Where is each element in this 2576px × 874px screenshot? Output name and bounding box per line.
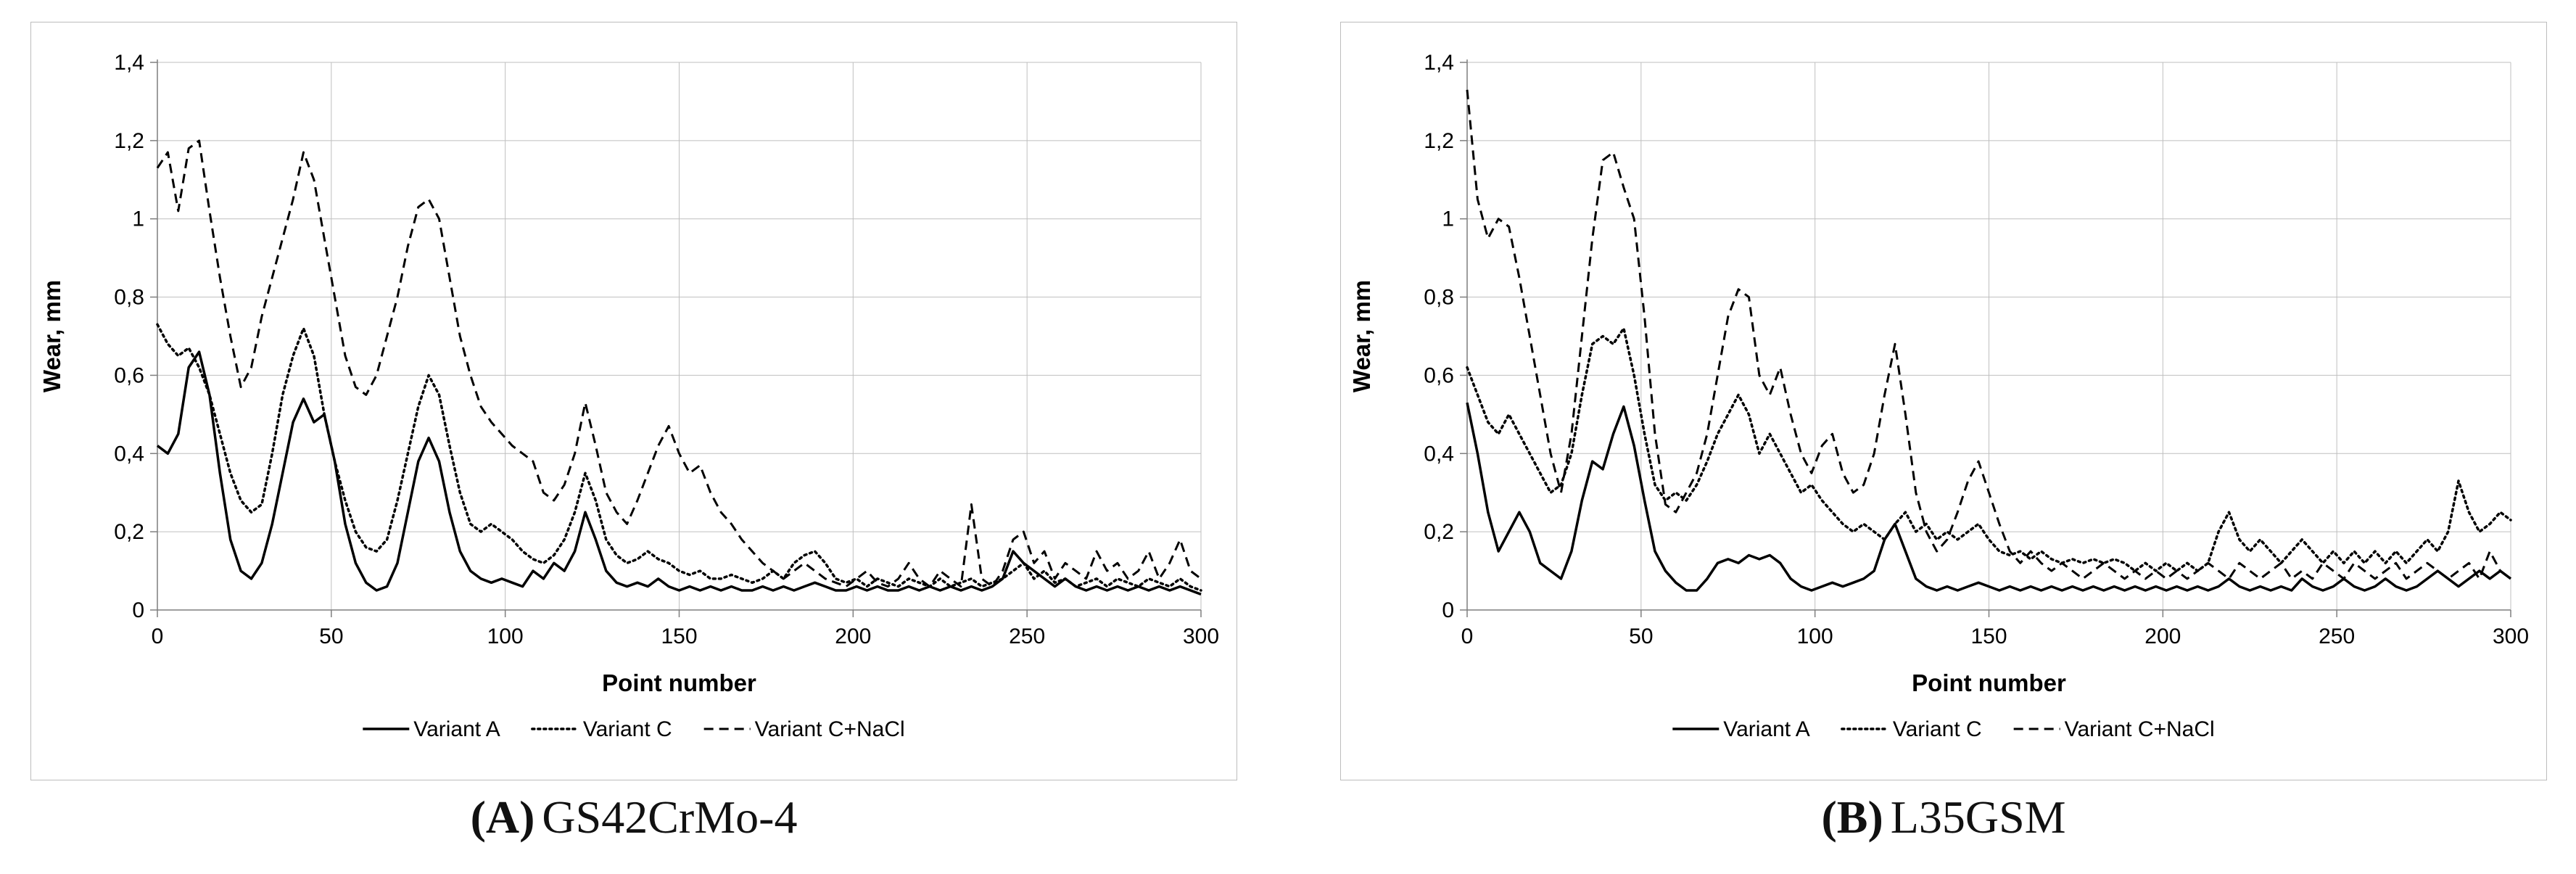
y-axis-title: Wear, mm bbox=[1348, 280, 1375, 392]
legend-label: Variant C bbox=[1893, 717, 1982, 741]
y-tick-label: 0,4 bbox=[114, 442, 144, 466]
series-lines bbox=[1466, 89, 2512, 592]
chart-panel-a: 0 50 100 150 200 250 300 0 0,2 0,4 0,6 0,8 1 1,2 1,4 Po… bbox=[30, 22, 1237, 780]
y-tick-label: 0,6 bbox=[1424, 363, 1454, 387]
series-line-variant-c bbox=[156, 323, 1202, 592]
captions-row: (A) GS42CrMo-4 (B) L35GSM bbox=[0, 791, 2576, 843]
x-tick-label: 50 bbox=[1629, 624, 1653, 648]
series-line-variant-a bbox=[156, 350, 1202, 596]
axes bbox=[150, 59, 1202, 617]
axis-tick-labels: 0 50 100 150 200 250 300 0 0,2 0,4 0,6 0,8 1 1,2 1,4 bbox=[114, 51, 1219, 648]
legend-item: Variant C+NaCl bbox=[703, 717, 905, 741]
legend: Variant A Variant C Variant C+NaCl bbox=[363, 717, 905, 741]
x-axis-title: Point number bbox=[602, 669, 756, 696]
caption-a-label: GS42CrMo-4 bbox=[542, 791, 798, 843]
y-tick-label: 1 bbox=[1442, 207, 1454, 231]
x-tick-label: 250 bbox=[1009, 624, 1045, 648]
x-tick-label: 0 bbox=[1461, 624, 1474, 648]
x-tick-label: 300 bbox=[1183, 624, 1219, 648]
y-tick-label: 0 bbox=[1442, 598, 1454, 622]
wear-chart-gs42crmo4: 0 50 100 150 200 250 300 0 0,2 0,4 0,6 0,8 1 1,2 1,4 Po… bbox=[38, 51, 1219, 741]
legend-item: Variant A bbox=[1672, 717, 1810, 741]
series-line-variant-a bbox=[1466, 402, 2512, 592]
caption-a: (A) GS42CrMo-4 bbox=[30, 791, 1237, 843]
x-tick-label: 300 bbox=[2493, 624, 2529, 648]
caption-b-marker: (B) bbox=[1821, 791, 1883, 843]
series-line-variant-c-nacl bbox=[156, 139, 1202, 588]
y-tick-label: 0,2 bbox=[1424, 520, 1454, 544]
caption-a-marker: (A) bbox=[470, 791, 535, 843]
series-line-variant-c-nacl bbox=[1466, 89, 2511, 580]
x-axis-title: Point number bbox=[1912, 669, 2066, 696]
series-line-variant-c bbox=[1466, 326, 2512, 572]
legend-label: Variant C bbox=[583, 717, 672, 741]
axis-tick-labels: 0 50 100 150 200 250 300 0 0,2 0,4 0,6 0,8 1 1,2 1,4 bbox=[1424, 51, 2529, 648]
x-tick-label: 50 bbox=[319, 624, 343, 648]
legend-label: Variant A bbox=[1723, 717, 1810, 741]
x-tick-label: 0 bbox=[152, 624, 164, 648]
legend: Variant A Variant C Variant C+NaCl bbox=[1672, 717, 2215, 741]
charts-row: 0 50 100 150 200 250 300 0 0,2 0,4 0,6 0,8 1 1,2 1,4 Po… bbox=[30, 22, 2547, 780]
figure: 0 50 100 150 200 250 300 0 0,2 0,4 0,6 0,8 1 1,2 1,4 Po… bbox=[0, 22, 2576, 843]
axes bbox=[1460, 59, 2511, 617]
y-axis-title: Wear, mm bbox=[38, 280, 65, 392]
y-tick-label: 0 bbox=[132, 598, 144, 622]
x-tick-label: 100 bbox=[487, 624, 524, 648]
legend-label: Variant C+NaCl bbox=[2065, 717, 2215, 741]
y-tick-label: 0,2 bbox=[114, 520, 144, 544]
y-tick-label: 0,6 bbox=[114, 363, 144, 387]
x-tick-label: 250 bbox=[2319, 624, 2355, 648]
caption-b: (B) L35GSM bbox=[1340, 791, 2547, 843]
x-tick-label: 150 bbox=[661, 624, 697, 648]
legend-item: Variant C bbox=[531, 717, 672, 741]
chart-panel-b: 0 50 100 150 200 250 300 0 0,2 0,4 0,6 0,8 1 1,2 1,4 Po… bbox=[1340, 22, 2547, 780]
y-tick-label: 0,8 bbox=[114, 286, 144, 310]
y-tick-label: 1,2 bbox=[1424, 129, 1454, 153]
legend-label: Variant C+NaCl bbox=[755, 717, 905, 741]
series-lines bbox=[156, 139, 1202, 596]
y-tick-label: 1,4 bbox=[114, 51, 144, 75]
y-tick-label: 0,4 bbox=[1424, 442, 1454, 466]
wear-chart-l35gsm: 0 50 100 150 200 250 300 0 0,2 0,4 0,6 0,8 1 1,2 1,4 Po… bbox=[1348, 51, 2529, 741]
gridlines bbox=[1466, 62, 2511, 611]
legend-item: Variant C bbox=[1841, 717, 1982, 741]
legend-item: Variant C+NaCl bbox=[2013, 717, 2215, 741]
x-tick-label: 100 bbox=[1797, 624, 1833, 648]
x-tick-label: 150 bbox=[1970, 624, 2007, 648]
y-tick-label: 0,8 bbox=[1424, 286, 1454, 310]
legend-label: Variant A bbox=[413, 717, 500, 741]
y-tick-label: 1 bbox=[132, 207, 144, 231]
y-tick-label: 1,2 bbox=[114, 129, 144, 153]
x-tick-label: 200 bbox=[2144, 624, 2181, 648]
y-tick-label: 1,4 bbox=[1424, 51, 1454, 75]
gridlines bbox=[157, 62, 1202, 611]
caption-b-label: L35GSM bbox=[1890, 791, 2066, 843]
x-tick-label: 200 bbox=[835, 624, 871, 648]
legend-item: Variant A bbox=[363, 717, 500, 741]
